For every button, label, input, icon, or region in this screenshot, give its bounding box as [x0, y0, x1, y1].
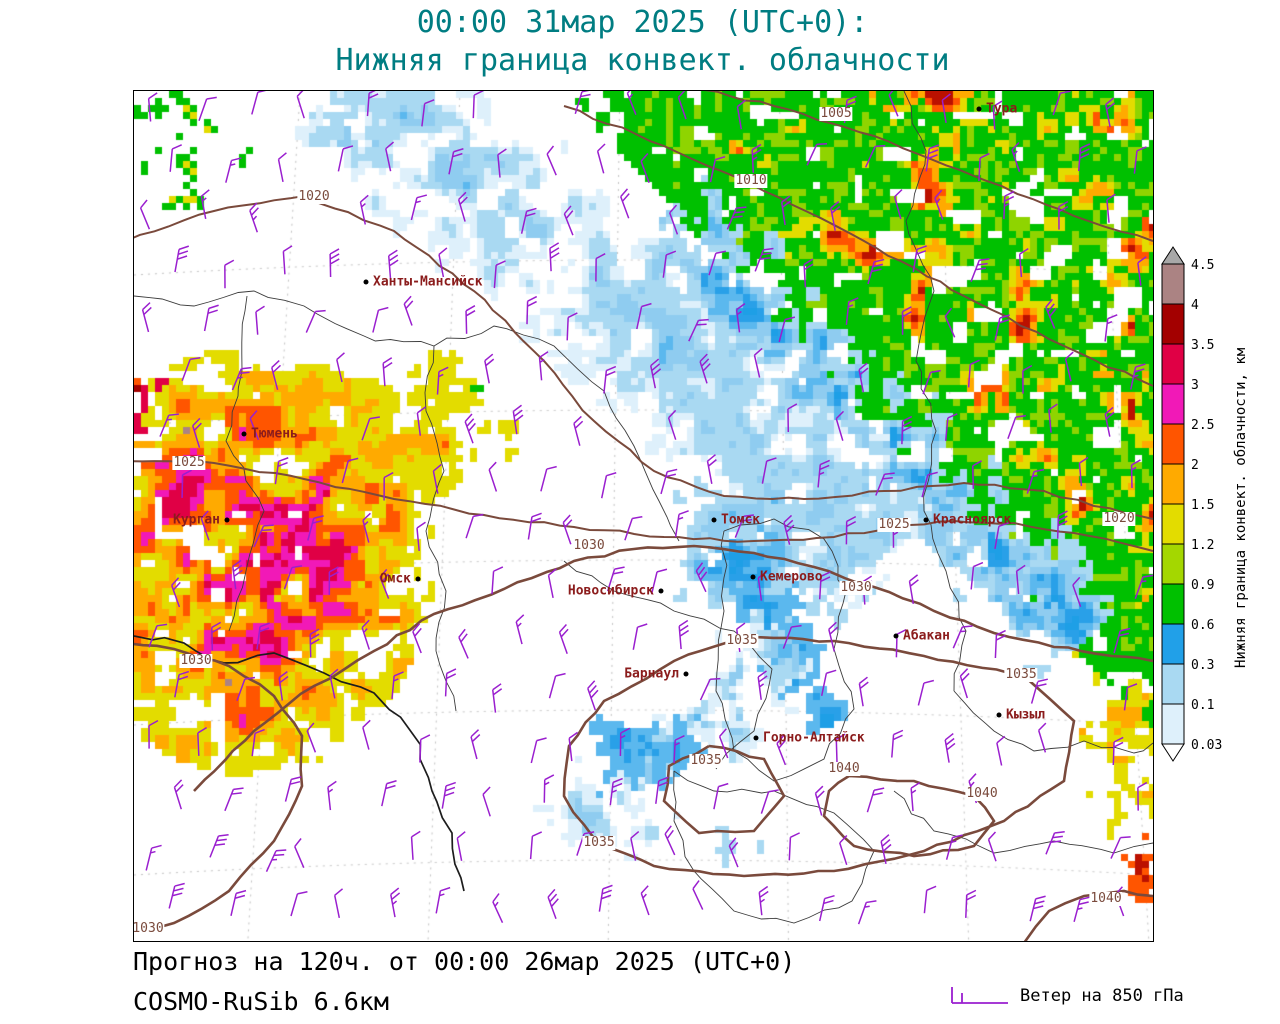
city-dot [750, 574, 756, 580]
wind-barb-icon [951, 987, 1008, 1004]
isobar-label: 1030 [572, 538, 606, 553]
colorbar-tick-label: 1.5 [1191, 498, 1214, 513]
weather-map: Тура Ханты-Мансийск Тюмень Курган Омск Томск Н… [133, 90, 1154, 942]
colorbar-bottom-arrow [1161, 743, 1185, 762]
colorbar-band [1161, 503, 1185, 545]
wind-barbs [139, 91, 1153, 925]
city-dot [893, 633, 899, 639]
city-dot [711, 517, 717, 523]
colorbar-tick-label: 2 [1191, 458, 1199, 473]
colorbar-band [1161, 623, 1185, 665]
isobar-label: 1020 [1102, 511, 1136, 526]
isobar-label: 1030 [133, 921, 165, 936]
city-label: Кемерово [760, 569, 823, 585]
map-overlay [134, 91, 1153, 941]
isobar-label: 1040 [827, 761, 861, 776]
city-label: Кызыл [1006, 707, 1046, 723]
city-label: Ханты-Мансийск [373, 274, 483, 290]
city-label: Красноярск [933, 512, 1012, 528]
city-label: Тура [986, 101, 1018, 117]
title-line-1: 00:00 31мар 2025 (UTC+0): [416, 5, 869, 40]
isobar-label: 1010 [734, 173, 768, 188]
city-dot [996, 712, 1002, 718]
isobar-label: 1035 [725, 633, 759, 648]
colorbar-tick-label: 0.9 [1191, 578, 1214, 593]
colorbar-tick-label: 0.03 [1191, 738, 1222, 753]
city-dot [415, 576, 421, 582]
city-dot [923, 517, 929, 523]
colorbar-tick-label: 1.2 [1191, 538, 1214, 553]
title-line-2: Нижняя граница конвект. облачности [335, 43, 950, 78]
forecast-caption: Прогноз на 120ч. от 00:00 26мар 2025 (UT… [133, 947, 796, 976]
colorbar-legend: 4.5 4 3.5 3 2.5 2 1.5 1.2 0.9 0.6 0.3 0.1 0.03 [1158, 246, 1238, 772]
colorbar-tick-label: 4 [1191, 298, 1199, 313]
colorbar-band [1161, 463, 1185, 505]
city-label: Абакан [903, 628, 950, 644]
map-label-layer: Тура Ханты-Мансийск Тюмень Курган Омск Томск Н… [134, 91, 1153, 941]
colorbar-tick-label: 2.5 [1191, 418, 1214, 433]
colorbar-band [1161, 343, 1185, 385]
colorbar-tick-label: 3 [1191, 378, 1199, 393]
city-label: Новосибирск [567, 583, 654, 599]
colorbar-tick-label: 0.6 [1191, 618, 1214, 633]
city-dot [363, 279, 369, 285]
colorbar-tick-label: 0.1 [1191, 698, 1214, 713]
colorbar-band [1161, 703, 1185, 745]
colorbar-band [1161, 543, 1185, 585]
colorbar: 4.5 4 3.5 3 2.5 2 1.5 1.2 0.9 0.6 0.3 0.1 0.03 [1161, 246, 1222, 762]
colorbar-band [1161, 663, 1185, 705]
colorbar-tick-label: 0.3 [1191, 658, 1214, 673]
isobar-label: 1030 [839, 580, 873, 595]
isobar-label: 1030 [179, 653, 213, 668]
city-label: Барнаул [624, 666, 679, 682]
colorbar-band [1161, 583, 1185, 625]
city-dot [241, 431, 247, 437]
isobar-label: 1035 [689, 753, 723, 768]
city-label: Томск [721, 512, 761, 528]
colorbar-band [1161, 423, 1185, 465]
colorbar-tick-label: 4.5 [1191, 258, 1214, 273]
page-title: 00:00 31мар 2025 (UTC+0): Нижняя граница… [133, 4, 1152, 80]
wind-legend-label: Ветер на 850 гПа [1020, 986, 1184, 1006]
colorbar-top-arrow [1161, 246, 1185, 265]
city-label: Горно-Алтайск [763, 730, 865, 746]
city-label: Курган [173, 512, 220, 528]
city-dot [683, 671, 689, 677]
isobar-label: 1020 [297, 189, 331, 204]
city-label: Тюмень [251, 426, 298, 442]
isobar-label: 1025 [877, 517, 911, 532]
city-dot [753, 735, 759, 741]
colorbar-band [1161, 383, 1185, 425]
isobar-label: 1005 [819, 106, 853, 121]
isobar-label: 1025 [172, 455, 206, 470]
city-dot [976, 106, 982, 112]
wind-legend: Ветер на 850 гПа [948, 983, 1184, 1009]
isobar-label: 1035 [582, 835, 616, 850]
city-dot [658, 588, 664, 594]
admin-borders [134, 91, 1153, 924]
isobar-label: 1040 [965, 786, 999, 801]
legend-axis-label: Нижняя граница конвект. облачности, км [1233, 347, 1249, 669]
colorbar-band [1161, 263, 1185, 305]
city-label: Омск [379, 571, 411, 587]
isobar-label: 1035 [1004, 667, 1038, 682]
city-dot [224, 517, 230, 523]
isobar-label: 1040 [1089, 891, 1123, 906]
colorbar-band [1161, 303, 1185, 345]
model-caption: COSMO-RuSib 6.6км [133, 987, 389, 1016]
colorbar-tick-label: 3.5 [1191, 338, 1214, 353]
